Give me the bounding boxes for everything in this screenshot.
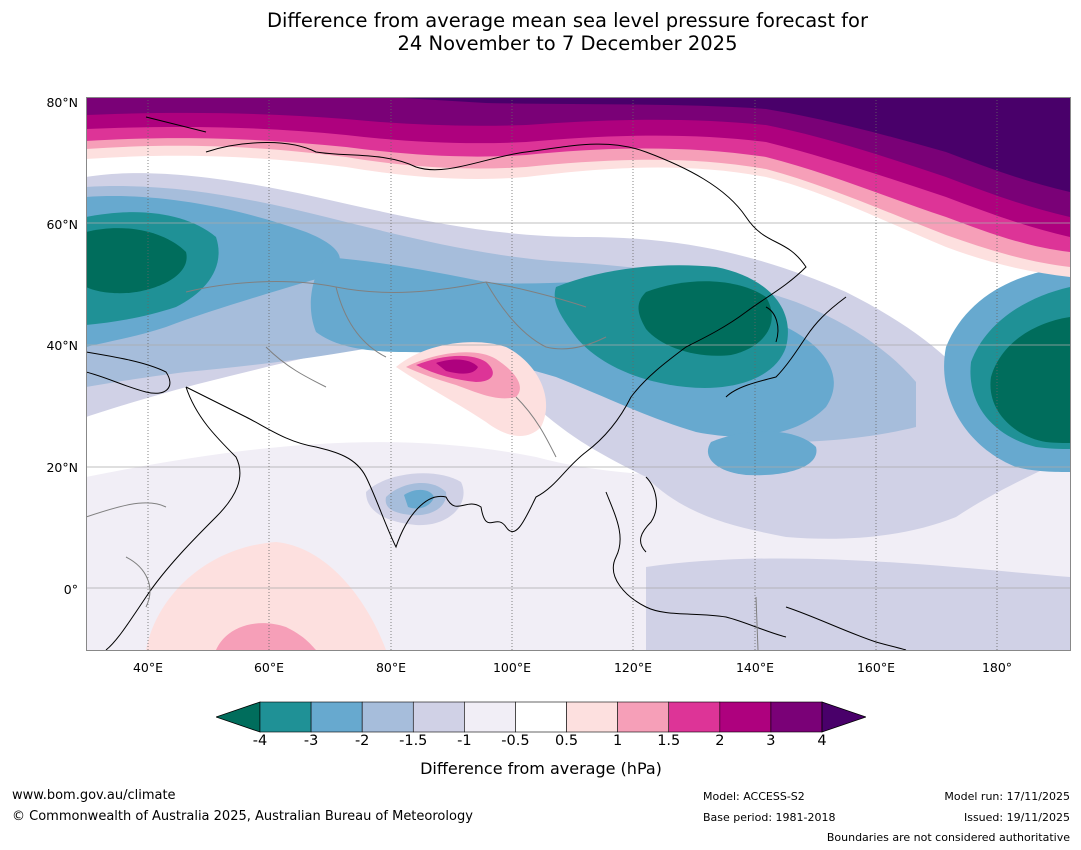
colorbar-tick-label: 2 [715, 733, 725, 749]
latitude-gridlines [86, 222, 1070, 589]
lon-label-120e: 120°E [613, 660, 652, 675]
colorbar-svg [214, 701, 868, 733]
contour-band [638, 281, 772, 356]
lat-label-80n: 80°N [46, 95, 78, 110]
pressure-anomaly-map [86, 97, 1070, 650]
coastlines [86, 116, 907, 650]
colorbar-segment [515, 701, 567, 733]
colorbar-tick-label: 1 [613, 733, 623, 749]
lon-label-40e: 40°E [132, 660, 164, 675]
colorbar-tick-label: -1 [457, 733, 472, 749]
colorbar-tick-label: -4 [252, 733, 268, 749]
colorbar-tick-label: -1.5 [399, 733, 428, 749]
colorbar-tick-label: 0.5 [555, 733, 579, 749]
colorbar-segment [668, 701, 721, 733]
country-boundaries [86, 281, 759, 650]
contour-band [86, 97, 1070, 217]
copyright-notice: © Commonwealth of Australia 2025, Austra… [12, 809, 473, 824]
colorbar-tick-label: -3 [303, 733, 319, 749]
issued-date: Issued: 19/11/2025 [963, 811, 1070, 824]
contour-band [146, 542, 386, 650]
model-run-date: Model run: 17/11/2025 [944, 790, 1070, 803]
model-name: Model: ACCESS-S2 [703, 790, 805, 803]
lat-label-60n: 60°N [46, 217, 78, 232]
colorbar-segment [412, 701, 465, 733]
lon-label-140e: 140°E [735, 660, 774, 675]
colorbar-tick-label: 1.5 [657, 733, 681, 749]
base-period: Base period: 1981-2018 [703, 811, 836, 824]
colorbar-tick-label: -0.5 [501, 733, 530, 749]
title-line-1: Difference from average mean sea level p… [267, 9, 868, 32]
colorbar-segment [259, 701, 312, 733]
colorbar-segment [617, 701, 670, 733]
colorbar-segment [310, 701, 363, 733]
contour-band [386, 97, 1070, 192]
colorbar-tick-label: 4 [817, 733, 827, 749]
colorbar-segment [361, 701, 414, 733]
colorbar-tick-label: 3 [766, 733, 776, 749]
lon-label-60e: 60°E [253, 660, 285, 675]
colorbar-segment [770, 701, 823, 733]
contour-band [990, 317, 1070, 443]
map-canvas [86, 97, 1070, 650]
contour-band [466, 473, 566, 536]
longitude-gridlines [147, 97, 998, 650]
colorbar-extend-high [821, 701, 868, 733]
contour-band [86, 228, 187, 294]
colorbar-segment [464, 701, 516, 733]
boundaries-note: Boundaries are not considered authoritat… [826, 831, 1070, 844]
contour-band [646, 558, 1070, 650]
colorbar-tick-label: -2 [354, 733, 370, 749]
colorbar-extend-low [214, 701, 261, 733]
lon-label-80e: 80°E [375, 660, 407, 675]
map-title: Difference from average mean sea level p… [0, 9, 1081, 55]
lat-label-0: 0° [63, 582, 78, 597]
contour-band [707, 431, 817, 476]
lat-label-40n: 40°N [46, 338, 78, 353]
contour-band [436, 359, 478, 374]
lon-label-160e: 160°E [856, 660, 895, 675]
colorbar-segment [719, 701, 772, 733]
contour-band [404, 489, 434, 509]
colorbar-segment [566, 701, 618, 733]
lon-label-100e: 100°E [492, 660, 531, 675]
colorbar [214, 701, 868, 733]
lat-label-20n: 20°N [46, 460, 78, 475]
colorbar-label: Difference from average (hPa) [420, 759, 662, 778]
title-line-2: 24 November to 7 December 2025 [397, 32, 738, 55]
contour-band [216, 623, 316, 650]
website-link[interactable]: www.bom.gov.au/climate [12, 788, 176, 803]
lon-label-180: 180° [981, 660, 1013, 675]
